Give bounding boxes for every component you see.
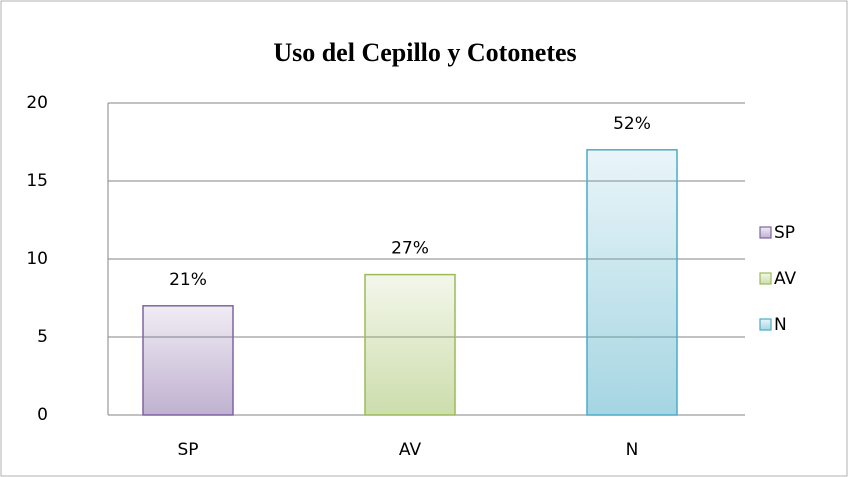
bar — [364, 273, 456, 416]
legend-label: SP — [774, 223, 795, 243]
y-tick-label: 5 — [37, 327, 48, 347]
y-tick-label: 20 — [26, 93, 48, 113]
legend-swatch — [759, 318, 772, 331]
legend-swatch — [759, 226, 772, 239]
data-label: 27% — [391, 239, 429, 259]
data-label: 21% — [169, 270, 207, 290]
bar — [142, 305, 234, 416]
data-label: 52% — [613, 114, 651, 134]
y-tick-label: 10 — [26, 249, 48, 269]
legend-label: AV — [774, 269, 797, 289]
x-tick-label: AV — [399, 440, 422, 460]
legend-label: N — [774, 315, 787, 335]
bar — [586, 149, 678, 416]
y-tick-label: 0 — [37, 405, 48, 425]
x-tick-label: SP — [177, 440, 198, 460]
chart-title: Uso del Cepillo y Cotonetes — [273, 38, 576, 67]
y-tick-label: 15 — [26, 171, 48, 191]
x-tick-label: N — [626, 440, 639, 460]
legend-swatch — [759, 272, 772, 285]
